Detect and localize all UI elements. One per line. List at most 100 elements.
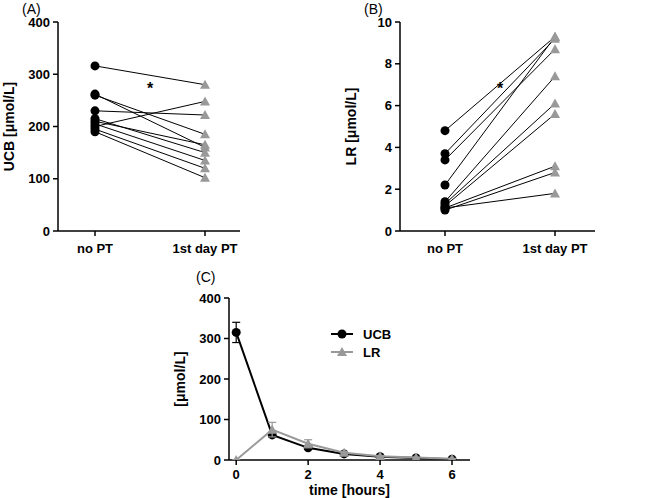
pair-line <box>445 193 555 208</box>
error-cap <box>232 322 240 323</box>
y-tick <box>53 74 58 76</box>
point <box>200 140 210 149</box>
plot-area <box>441 32 561 215</box>
panel: 0100200300400[μmol/L](C)0246time [hours]… <box>172 269 470 498</box>
pair-line <box>445 37 555 185</box>
y-tick <box>395 63 400 65</box>
pair-line <box>445 39 555 154</box>
y-tick-label: 100 <box>28 171 50 186</box>
point <box>376 452 385 460</box>
y-tick <box>224 419 229 421</box>
x-tick-label: 6 <box>448 467 455 482</box>
point <box>200 129 210 138</box>
error-cap <box>232 342 240 343</box>
point <box>441 204 450 213</box>
x-tick-label: no PT <box>427 241 463 256</box>
y-tick <box>224 297 229 299</box>
point <box>91 91 100 100</box>
legend-marker <box>337 347 347 356</box>
error-bar <box>268 422 276 437</box>
error-cap <box>268 422 276 423</box>
y-tick <box>395 105 400 107</box>
legend-marker <box>338 330 347 339</box>
point <box>550 109 560 118</box>
point <box>91 127 100 136</box>
pair-line <box>445 76 555 201</box>
pair-line <box>95 129 205 168</box>
panel: 0246810LR [μmol/L](B)no PT1st day PT* <box>343 1 595 256</box>
point <box>200 173 210 182</box>
point <box>441 155 450 164</box>
y-tick <box>53 21 58 23</box>
point <box>339 448 349 457</box>
point <box>448 455 457 460</box>
pair-line <box>445 37 555 131</box>
point <box>550 71 560 80</box>
point <box>550 99 560 108</box>
y-tick <box>53 178 58 180</box>
pair-line <box>95 94 205 147</box>
error-cap <box>268 436 276 437</box>
y-axis-label: UCB [μmol/L] <box>1 82 17 171</box>
y-tick-label: 2 <box>385 182 392 197</box>
point <box>232 328 241 337</box>
y-tick-label: 300 <box>199 331 221 346</box>
y-tick <box>224 459 229 461</box>
x-tick-label: 0 <box>233 467 240 482</box>
y-tick-label: 300 <box>28 67 50 82</box>
figure: 0100200300400UCB [μmol/L](A)no PT1st day… <box>0 0 658 498</box>
y-tick-label: 0 <box>385 224 392 239</box>
point <box>550 188 560 197</box>
point <box>375 451 385 460</box>
point <box>550 44 560 53</box>
pair-line <box>95 101 205 126</box>
point <box>200 163 210 172</box>
legend-label: UCB <box>363 327 391 342</box>
x-tick-label: 1st day PT <box>522 241 587 256</box>
pair-line <box>445 166 555 208</box>
y-tick-label: 0 <box>214 453 221 468</box>
point <box>447 454 457 460</box>
x-tick <box>235 460 237 465</box>
y-tick <box>395 230 400 232</box>
plot-area <box>91 61 211 181</box>
panel: 0100200300400UCB [μmol/L](A)no PT1st day… <box>1 1 240 256</box>
x-tick-label: 4 <box>376 467 384 482</box>
x-tick <box>451 460 453 465</box>
point <box>441 181 450 190</box>
plot-area <box>231 322 457 460</box>
y-tick <box>395 147 400 149</box>
pair-line <box>95 121 205 145</box>
point <box>200 155 210 164</box>
panel-label: (A) <box>22 1 41 17</box>
y-axis-label: [μmol/L] <box>172 351 188 406</box>
point <box>411 453 421 460</box>
y-tick <box>224 378 229 380</box>
x-tick <box>554 231 556 236</box>
point <box>441 204 450 213</box>
x-tick <box>204 231 206 236</box>
pair-line <box>445 104 555 204</box>
y-tick <box>53 230 58 232</box>
y-tick-label: 100 <box>199 412 221 427</box>
series-line <box>236 332 452 459</box>
pair-line <box>95 132 205 178</box>
point <box>200 110 210 119</box>
legend-label: LR <box>363 345 381 360</box>
x-tick <box>444 231 446 236</box>
x-tick-label: no PT <box>77 241 113 256</box>
pair-line <box>95 95 205 134</box>
x-tick <box>379 460 381 465</box>
error-bar <box>304 440 312 448</box>
y-tick-label: 4 <box>385 140 393 155</box>
point <box>550 167 560 176</box>
significance: * <box>147 80 154 97</box>
series-line <box>236 430 452 460</box>
x-axis <box>58 230 240 232</box>
y-tick <box>395 188 400 190</box>
y-tick-label: 200 <box>28 119 50 134</box>
point <box>412 453 421 460</box>
pair-line <box>445 49 555 160</box>
panel-label: (B) <box>364 1 383 17</box>
point <box>303 439 313 448</box>
